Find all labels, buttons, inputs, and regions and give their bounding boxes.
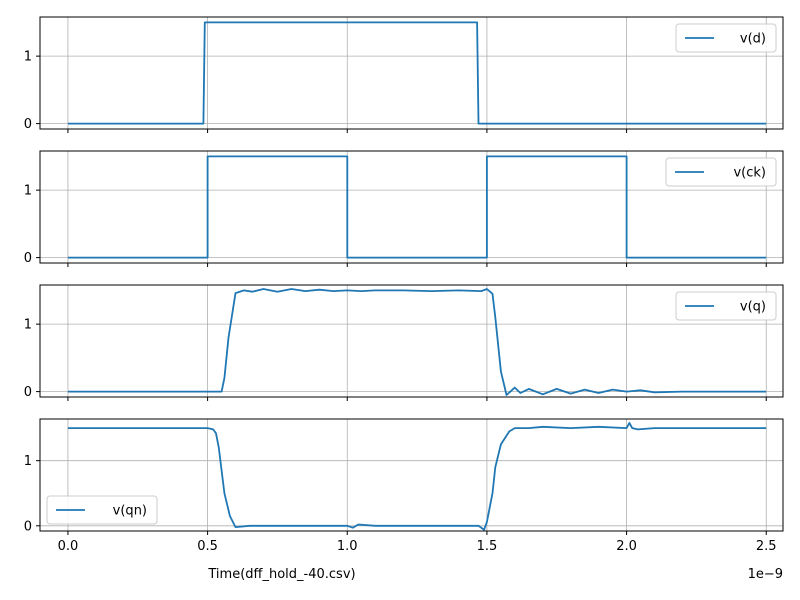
x-tick-label: 0.0 — [58, 539, 79, 554]
series-line-v(d) — [67, 21, 767, 125]
subplot-3: 0 1 v(qn) — [24, 418, 784, 535]
legend-box — [675, 23, 777, 53]
legend: v(qn) — [46, 495, 158, 525]
subplot-0: 0 1 v(d) — [24, 16, 784, 133]
subplot-2: 0 1 v(q) — [24, 284, 784, 401]
y-tick-label: 0 — [24, 519, 32, 534]
axes-frame — [39, 16, 784, 130]
axes-frame — [39, 284, 784, 398]
legend-label: v(d) — [740, 32, 766, 47]
legend: v(q) — [675, 291, 777, 321]
y-tick-label: 0 — [24, 251, 32, 266]
x-tick-label: 1.0 — [337, 539, 358, 554]
subplot-1: 0 1 v(ck) — [24, 150, 784, 267]
subplots: 0 1 v(d) 0 1 v(ck) 0 1 v(q) 0 1 v(qn) — [24, 16, 784, 535]
legend-box — [675, 291, 777, 321]
y-tick-label: 1 — [24, 50, 32, 65]
legend: v(ck) — [665, 157, 777, 187]
y-tick-label: 1 — [24, 184, 32, 199]
series-line-v(qn) — [67, 421, 767, 531]
series-line-v(ck) — [67, 155, 767, 259]
y-tick-label: 1 — [24, 454, 32, 469]
legend-box — [46, 495, 158, 525]
x-tick-labels: 0.0 0.5 1.0 1.5 2.0 2.5 — [58, 539, 777, 554]
legend-box — [665, 157, 777, 187]
y-tick-label: 0 — [24, 117, 32, 132]
legend-label: v(ck) — [733, 166, 766, 181]
axes-frame — [39, 418, 784, 532]
axes-frame — [39, 150, 784, 264]
y-tick-label: 0 — [24, 385, 32, 400]
x-tick-label: 2.5 — [756, 539, 777, 554]
legend-label: v(qn) — [113, 504, 147, 519]
legend: v(d) — [675, 23, 777, 53]
legend-label: v(q) — [740, 300, 766, 315]
y-tick-label: 1 — [24, 318, 32, 333]
x-axis-label: Time(dff_hold_-40.csv) — [207, 567, 355, 582]
x-tick-label: 0.5 — [197, 539, 218, 554]
x-tick-label: 2.0 — [616, 539, 637, 554]
series-line-v(q) — [67, 288, 767, 396]
x-axis-offset-label: 1e−9 — [748, 567, 783, 582]
x-tick-label: 1.5 — [477, 539, 498, 554]
